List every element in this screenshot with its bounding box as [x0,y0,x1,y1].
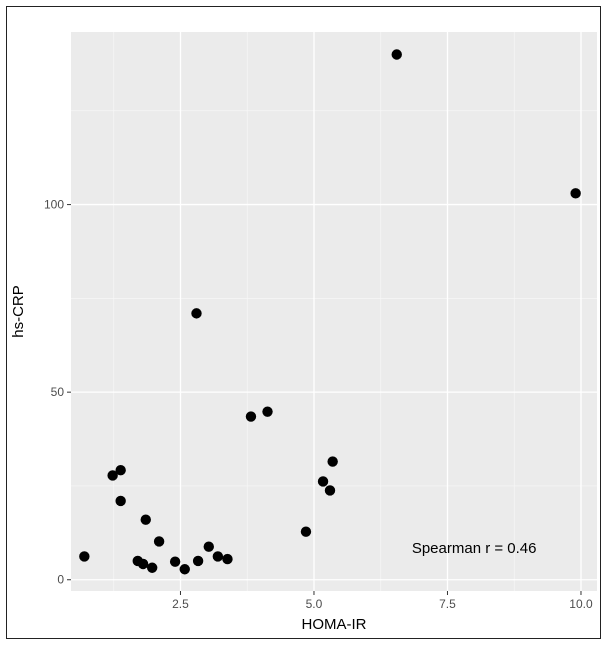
data-point [137,558,149,570]
data-point [245,411,257,422]
data-point [570,188,581,199]
data-point [169,556,181,567]
y-axis-title: hs-CRP [10,285,27,338]
data-point [191,308,202,319]
data-point [262,406,273,417]
data-point [140,514,151,525]
x-tick-label: 10.0 [569,597,593,611]
x-tick-label: 5.0 [306,597,323,611]
plot-panel [71,32,597,591]
data-point [115,464,126,476]
data-point [300,526,312,537]
data-point [324,485,336,496]
data-point [115,495,126,507]
data-point [203,541,214,552]
scatter-plot: 2.5 5.0 7.5 10.0 0 50 100 Spearman r = 0.46 HO… [10,32,597,633]
data-point [327,456,338,467]
axis-ticks: 2.5 5.0 7.5 10.0 0 50 100 [44,198,593,611]
data-point [192,555,204,567]
x-tick-label: 7.5 [439,597,456,611]
y-tick-label: 0 [57,573,64,587]
data-point [146,562,158,573]
y-tick-label: 50 [51,385,65,399]
data-point [179,564,190,575]
x-tick-label: 2.5 [172,597,189,611]
grid-minor [71,32,597,591]
data-point [212,551,224,562]
data-point [391,49,402,60]
grid-major [71,32,597,591]
y-tick-label: 100 [44,198,64,212]
data-point [222,553,233,565]
data-point [107,470,118,481]
spearman-annotation: Spearman r = 0.46 [412,540,537,557]
figure-frame: 2.5 5.0 7.5 10.0 0 50 100 Spearman r = 0.46 HO… [6,6,601,639]
data-points [79,49,581,575]
x-axis-title: HOMA-IR [302,616,367,633]
data-point [153,536,165,547]
data-point [317,476,329,487]
data-point [79,551,90,562]
